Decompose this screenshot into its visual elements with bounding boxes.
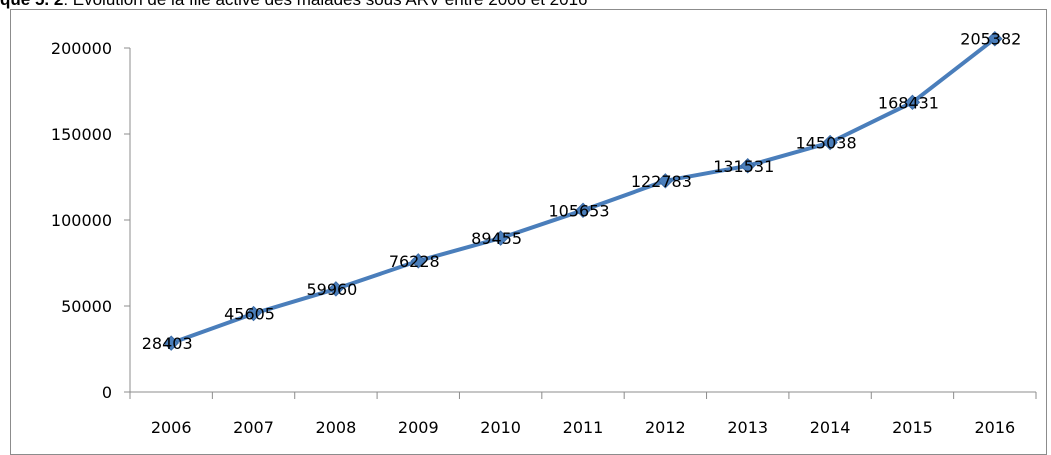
x-tick-label: 2011 — [563, 418, 604, 437]
y-tick-label: 200000 — [51, 39, 112, 58]
y-tick-label: 0 — [102, 383, 112, 402]
x-tick-label: 2009 — [398, 418, 439, 437]
data-label: 89455 — [471, 229, 522, 248]
data-label: 45605 — [224, 305, 275, 324]
x-tick-label: 2006 — [151, 418, 192, 437]
chart-frame — [10, 9, 1047, 455]
data-label: 168431 — [878, 93, 939, 112]
data-point-marker — [575, 202, 591, 218]
figure-caption: que 5. 2: Évolution de la file active de… — [0, 0, 1051, 9]
data-point-marker — [492, 230, 509, 246]
data-point-marker — [163, 335, 179, 351]
x-tick-label: 2010 — [480, 418, 521, 437]
data-point-marker — [987, 31, 1003, 47]
data-label: 131531 — [713, 157, 774, 176]
data-point-marker — [328, 281, 344, 297]
data-point-marker — [904, 94, 921, 111]
y-tick-label: 100000 — [51, 211, 112, 230]
x-tick-label: 2016 — [974, 418, 1015, 437]
data-label: 145038 — [796, 134, 857, 153]
data-label: 28403 — [142, 334, 193, 353]
data-point-marker — [822, 134, 838, 151]
y-tick-label: 50000 — [61, 297, 112, 316]
x-tick-label: 2014 — [810, 418, 851, 437]
x-tick-label: 2008 — [316, 418, 357, 437]
data-point-marker — [245, 305, 262, 322]
x-tick-label: 2007 — [233, 418, 274, 437]
series-line — [169, 36, 997, 346]
caption-text: : Évolution de la file active des malade… — [63, 0, 587, 9]
data-label: 59960 — [306, 280, 357, 299]
data-label: 122783 — [631, 172, 692, 191]
data-label: 105653 — [548, 201, 609, 220]
x-tick-label: 2015 — [892, 418, 933, 437]
y-tick-label: 150000 — [51, 125, 112, 144]
x-tick-label: 2013 — [727, 418, 768, 437]
data-point-marker — [410, 253, 426, 269]
data-point-marker — [657, 173, 674, 189]
data-label: 76228 — [389, 252, 440, 271]
caption-prefix: que 5. 2 — [0, 0, 63, 9]
data-label: 205382 — [960, 30, 1021, 49]
data-point-marker — [740, 158, 756, 174]
x-tick-label: 2012 — [645, 418, 686, 437]
